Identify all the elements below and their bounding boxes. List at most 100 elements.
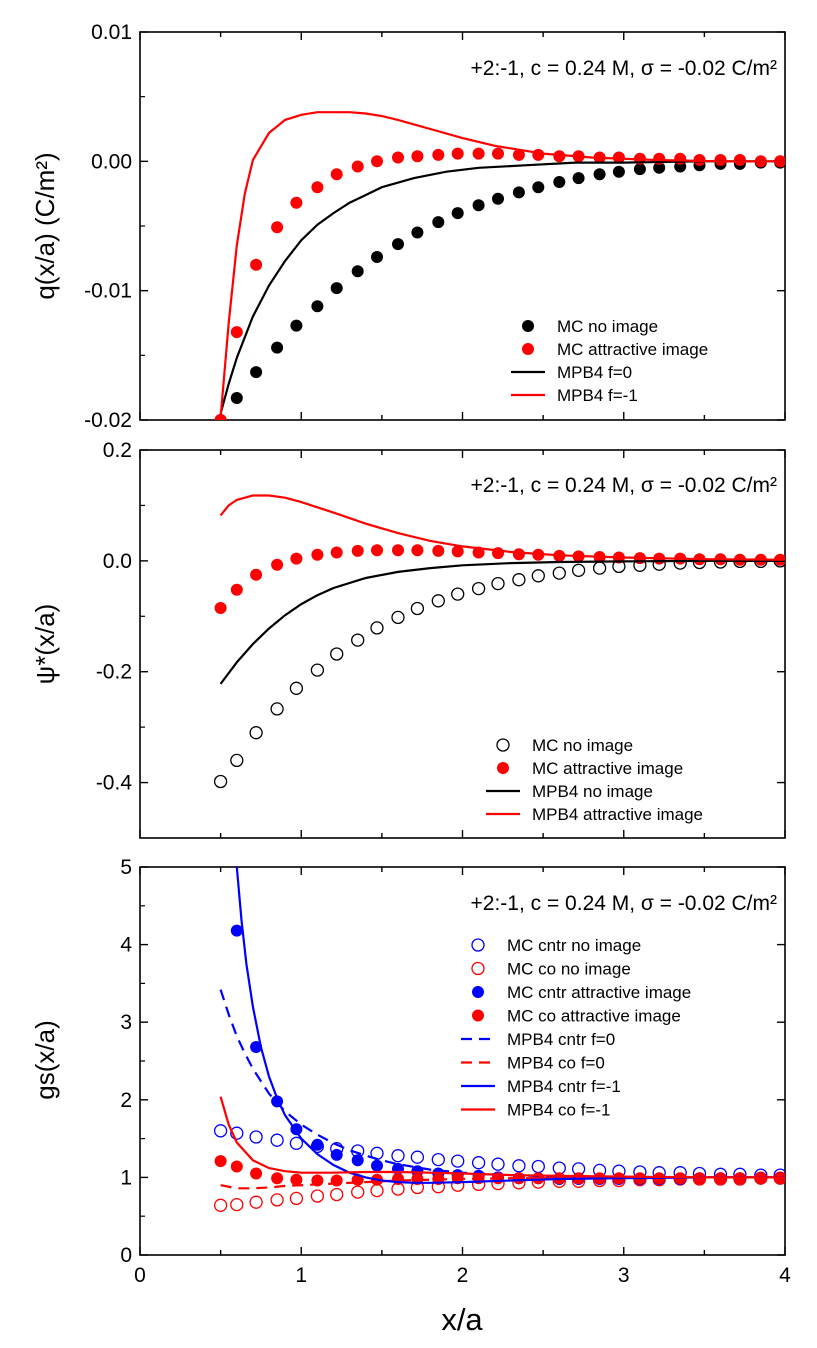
- series-mc-no-image-point: [271, 341, 284, 354]
- series-mc-cntr-no-image-point: [491, 1157, 505, 1171]
- legend-label: MC co attractive image: [507, 1007, 681, 1026]
- series-mc-no-image-point: [592, 561, 607, 575]
- series-mc-attractive-image-point: [271, 221, 284, 234]
- y-tick-label: 1: [120, 1166, 132, 1189]
- series-mc-attractive-image-point: [512, 148, 525, 161]
- series-mc-cntr-no-image-point: [270, 1133, 284, 1147]
- series-layer: [214, 111, 785, 420]
- series-mc-no-image-point: [310, 663, 325, 677]
- series-layer: [213, 494, 785, 789]
- legend-swatch: [472, 1009, 484, 1022]
- series-mc-no-image-point: [330, 647, 344, 661]
- series-mc-co-attractive-image-point: [271, 1172, 284, 1185]
- y-tick-label: 0.00: [91, 150, 132, 173]
- x-ticks: [139, 450, 786, 838]
- legend-label: MPB4 cntr f=-1: [507, 1077, 621, 1096]
- series-mc-co-no-image-point: [330, 1187, 344, 1202]
- series-mc-attractive-image-point: [351, 544, 364, 557]
- series-mc-no-image-point: [451, 207, 464, 220]
- series-mc-no-image-point: [289, 681, 304, 695]
- series-mc-attractive-image-point: [451, 147, 464, 160]
- legend-swatch: [472, 986, 484, 998]
- annotation: +2:-1, c = 0.24 M, σ = -0.02 C/m²: [471, 57, 778, 80]
- series-mpb4-co-f-1-line: [219, 1096, 785, 1179]
- y-tick-label: 0: [120, 1244, 132, 1267]
- panel-psi: -0.4 -0.2 0.0 0.2 +2:-1, c = 0.24 M, σ = -0…: [30, 439, 786, 839]
- series-mc-attractive-image-point: [553, 150, 566, 163]
- legend-label: MPB4 co f=-1: [507, 1101, 610, 1120]
- series-mc-attractive-image-point: [392, 151, 404, 164]
- series-mc-no-image-point: [250, 366, 263, 379]
- series-mc-no-image-point: [512, 186, 525, 199]
- series-mc-no-image-point: [633, 163, 646, 176]
- legend-label: MPB4 cntr f=0: [507, 1030, 615, 1049]
- series-mc-attractive-image-point: [250, 258, 263, 271]
- series-mc-attractive-image-point: [411, 150, 424, 163]
- series-mc-no-image-point: [230, 753, 244, 768]
- annotation: +2:-1, c = 0.24 M, σ = -0.02 C/m²: [471, 474, 778, 497]
- series-mc-attractive-image-point: [290, 196, 303, 209]
- series-mc-co-no-image-point: [310, 1189, 325, 1203]
- x-tick-label: 2: [457, 1264, 469, 1287]
- legend-swatch: [496, 738, 510, 752]
- series-mc-no-image-point: [653, 161, 666, 174]
- series-mc-co-attractive-image-point: [290, 1173, 303, 1186]
- series-mc-no-image-point: [351, 265, 364, 278]
- x-ticks: 0 1 2 3 4: [134, 867, 791, 1287]
- series-mc-no-image-point: [410, 601, 425, 616]
- legend-label: MC no image: [532, 736, 633, 755]
- legend-label: MPB4 f=0: [557, 363, 632, 382]
- series-mc-cntr-no-image-point: [289, 1136, 304, 1150]
- series-mc-co-attractive-image-point: [250, 1167, 263, 1180]
- legend-label: MC attractive image: [532, 759, 683, 778]
- series-mc-attractive-image-point: [492, 147, 504, 160]
- series-mc-attractive-image-point: [472, 147, 485, 160]
- series-mc-co-no-image-point: [270, 1193, 284, 1207]
- x-ticks: [139, 32, 786, 420]
- y-tick-label: -0.01: [84, 280, 132, 303]
- series-mc-co-no-image-point: [213, 1198, 228, 1212]
- series-mc-attractive-image-point: [432, 544, 445, 557]
- y-tick-label: -0.4: [96, 772, 133, 795]
- series-mc-attractive-image-point: [532, 148, 545, 161]
- series-mc-cntr-no-image-point: [391, 1149, 405, 1163]
- series-mc-no-image-point: [311, 300, 324, 313]
- series-mc-no-image-point: [371, 251, 383, 263]
- legend-label: MPB4 co f=0: [507, 1054, 605, 1073]
- y-ticks: 0 1 2 3 4 5: [120, 856, 785, 1267]
- series-mc-co-no-image-point: [289, 1191, 304, 1206]
- series-mc-attractive-image-point: [714, 154, 727, 166]
- series-mc-cntr-no-image-point: [230, 1126, 244, 1140]
- series-mc-cntr-no-image-point: [431, 1152, 445, 1167]
- series-mc-no-image-point: [392, 238, 404, 251]
- series-mc-no-image-point: [552, 566, 566, 580]
- series-mc-no-image-point: [370, 621, 384, 635]
- series-mc-no-image-point: [553, 176, 566, 188]
- y-tick-label: -0.2: [96, 661, 132, 684]
- y-axis-title: gs(x/a): [30, 1020, 60, 1099]
- series-mc-attractive-image-point: [311, 181, 324, 194]
- legend-swatch: [471, 961, 485, 976]
- series-mpb4-cntr-f-0-line: [219, 989, 785, 1179]
- series-mc-cntr-no-image-point: [249, 1130, 263, 1144]
- legend-label: MC no image: [557, 317, 658, 336]
- series-mc-co-attractive-image-point: [230, 1160, 243, 1173]
- series-mc-cntr-no-image-point: [410, 1150, 425, 1164]
- y-ticks: -0.4 -0.2 0.0 0.2: [96, 439, 785, 795]
- y-axis-title: ψ*(x/a): [30, 604, 60, 685]
- legend: MC cntr no image MC co no image MC cntr at…: [461, 936, 691, 1120]
- series-mc-attractive-image-point: [214, 602, 227, 614]
- series-mc-no-image-point: [230, 392, 243, 404]
- plot-frame: [139, 449, 786, 839]
- series-mc-cntr-no-image-point: [213, 1124, 228, 1138]
- series-mc-co-no-image-point: [370, 1183, 384, 1198]
- series-mc-attractive-image-point: [311, 548, 324, 561]
- legend-label: MC cntr no image: [507, 936, 641, 955]
- series-layer: [213, 867, 785, 1212]
- series-mc-attractive-image-point: [250, 568, 263, 581]
- legend-label: MPB4 attractive image: [532, 805, 703, 824]
- series-mc-attractive-image-point: [392, 544, 404, 557]
- series-mc-attractive-image-point: [733, 154, 746, 166]
- series-mc-no-image-point: [330, 282, 343, 295]
